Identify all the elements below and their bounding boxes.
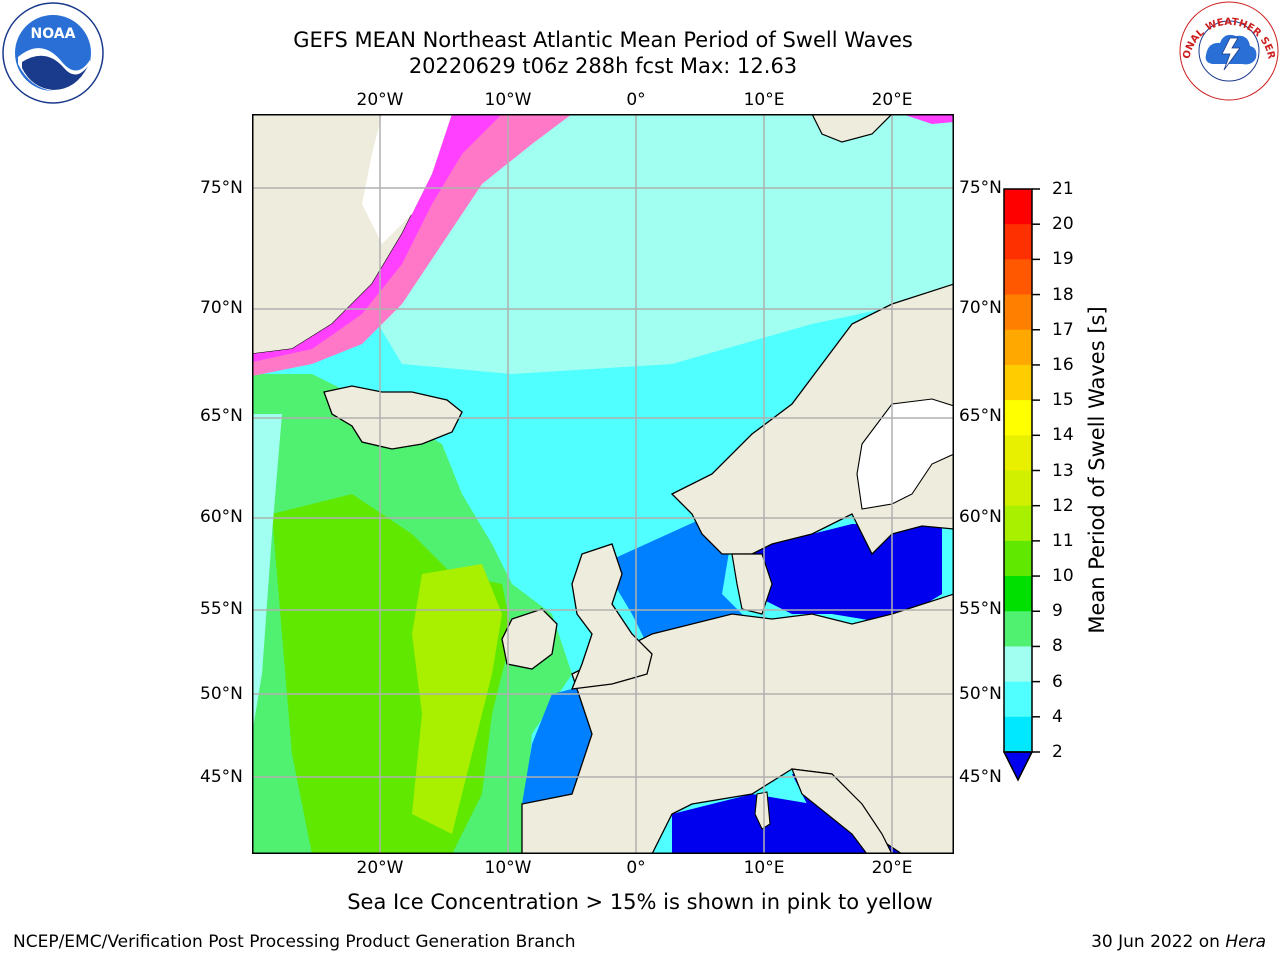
sea-ice-edge	[252, 114, 572, 376]
lon-tick-bottom-20e: 20°E	[871, 858, 913, 878]
colorbar-label: 19	[1052, 249, 1074, 270]
lon-tick-top-0: 0°	[626, 90, 646, 110]
colorbar-segment	[1004, 576, 1032, 612]
colorbar-label: 12	[1052, 495, 1074, 516]
colorbar-segment	[1004, 224, 1032, 260]
land-svalbard	[811, 114, 893, 143]
map-area	[252, 114, 954, 854]
land-italy	[791, 768, 893, 854]
colorbar-label: 10	[1052, 566, 1074, 587]
colorbar-label: 20	[1052, 214, 1074, 235]
map-graticule	[252, 114, 954, 854]
colorbar-label: 21	[1052, 179, 1074, 199]
colorbar-segment	[1004, 364, 1032, 401]
colorbar-segment	[1004, 329, 1032, 366]
land-denmark	[731, 553, 773, 615]
lat-tick-right-45n: 45°N	[959, 767, 1002, 787]
lat-tick-left-70n: 70°N	[200, 298, 243, 318]
colorbar-segment	[1004, 540, 1032, 577]
noaa-logo-text: NOAA	[31, 26, 76, 42]
lat-tick-left-75n: 75°N	[200, 178, 243, 198]
sea-ice-interior	[362, 114, 452, 244]
lat-tick-left-55n: 55°N	[200, 599, 243, 619]
chart-title: GEFS MEAN Northeast Atlantic Mean Period…	[293, 28, 913, 52]
land-ireland	[501, 608, 558, 670]
lat-tick-right-65n: 65°N	[959, 406, 1002, 426]
lon-tick-bottom-10e: 10°E	[743, 858, 785, 878]
colorbar-label: 8	[1052, 636, 1063, 657]
map-border	[252, 114, 954, 854]
colorbar	[1002, 188, 1040, 782]
colorbar-segment	[1004, 189, 1032, 225]
swell-band-mediterranean	[672, 794, 902, 854]
lat-tick-left-65n: 65°N	[200, 406, 243, 426]
lon-tick-top-10w: 10°W	[484, 90, 532, 110]
lon-tick-bottom-20w: 20°W	[356, 858, 404, 878]
footer-date-text: 30 Jun 2022 on	[1091, 932, 1226, 952]
lat-tick-left-45n: 45°N	[200, 767, 243, 787]
footer-date: 30 Jun 2022 on Hera	[1091, 932, 1266, 952]
swell-band-west-edge	[252, 414, 282, 734]
lon-tick-bottom-0: 0°	[626, 858, 646, 878]
colorbar-label: 6	[1052, 671, 1063, 692]
lat-tick-right-60n: 60°N	[959, 507, 1002, 527]
colorbar-segment	[1004, 435, 1032, 471]
colorbar-label: 9	[1052, 601, 1063, 622]
colorbar-label: 17	[1052, 319, 1074, 340]
sea-ice-svalbard	[902, 114, 954, 124]
ice-free-gulf-bothnia	[856, 398, 954, 510]
lon-tick-bottom-10w: 10°W	[484, 858, 532, 878]
colorbar-segment	[1004, 681, 1032, 718]
sea-ice-note: Sea Ice Concentration > 15% is shown in …	[347, 890, 933, 914]
swell-band-11-12	[412, 564, 502, 834]
colorbar-label: 2	[1052, 742, 1063, 762]
lat-tick-right-50n: 50°N	[959, 684, 1002, 704]
lat-tick-right-70n: 70°N	[959, 298, 1002, 318]
colorbar-segment	[1004, 646, 1032, 683]
chart-subtitle: 20220629 t06z 288h fcst Max: 12.63	[408, 54, 798, 78]
colorbar-segment	[1004, 611, 1032, 647]
colorbar-segment	[1004, 259, 1032, 296]
lat-tick-left-60n: 60°N	[200, 507, 243, 527]
footer-host: Hera	[1225, 932, 1266, 952]
colorbar-segment	[1004, 505, 1032, 542]
lon-tick-top-10e: 10°E	[743, 90, 785, 110]
colorbar-label: 16	[1052, 354, 1074, 375]
swell-band-baltic	[732, 524, 942, 624]
colorbar-label: 18	[1052, 284, 1074, 305]
lon-tick-top-20e: 20°E	[871, 90, 913, 110]
noaa-logo-icon: NOAA	[2, 2, 104, 104]
colorbar-label: 11	[1052, 530, 1074, 551]
sea-ice-core	[252, 114, 502, 362]
colorbar-label: 13	[1052, 460, 1074, 481]
land-great-britain	[570, 543, 653, 690]
colorbar-title: Mean Period of Swell Waves [s]	[1085, 306, 1109, 634]
colorbar-segment	[1004, 470, 1032, 507]
colorbar-extend-triangle	[1002, 751, 1034, 782]
lat-tick-right-55n: 55°N	[959, 599, 1002, 619]
footer-credit: NCEP/EMC/Verification Post Processing Pr…	[13, 932, 576, 952]
colorbar-segment	[1004, 294, 1032, 331]
colorbar-label: 14	[1052, 425, 1074, 446]
colorbar-label: 15	[1052, 390, 1074, 411]
colorbar-segment	[1004, 400, 1032, 436]
lat-tick-right-75n: 75°N	[959, 178, 1002, 198]
nws-logo-icon: NATIONAL WEATHER SERVICE	[1178, 0, 1279, 101]
colorbar-segment	[1004, 716, 1032, 753]
lat-tick-left-50n: 50°N	[200, 684, 243, 704]
lon-tick-top-20w: 20°W	[356, 90, 404, 110]
land-sardinia	[754, 791, 771, 830]
colorbar-label: 4	[1052, 706, 1063, 727]
